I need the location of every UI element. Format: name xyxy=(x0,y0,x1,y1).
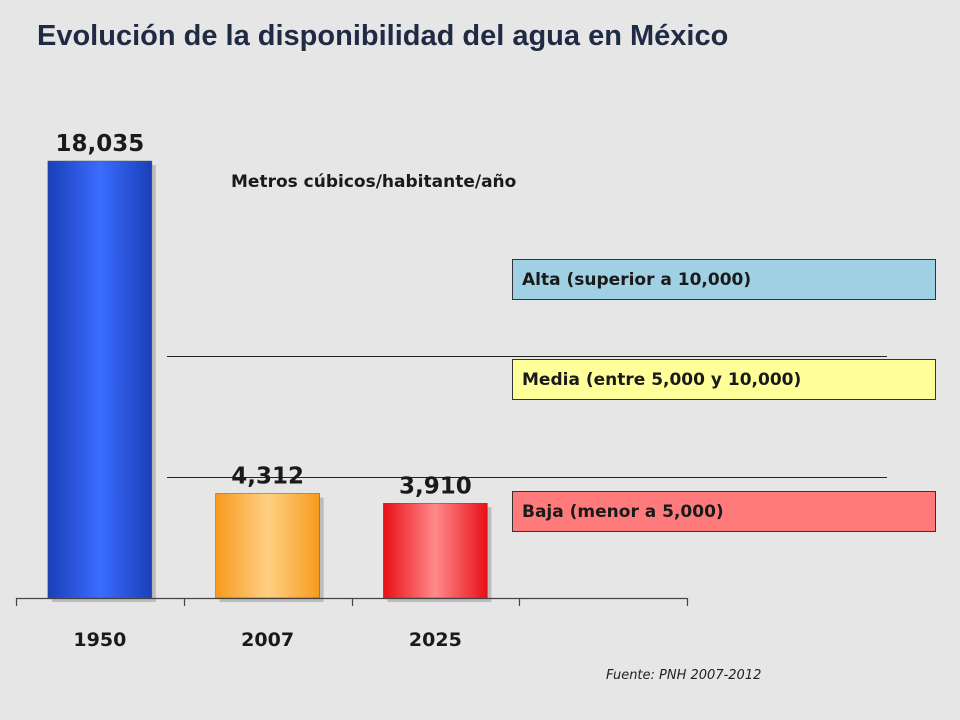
band-baja-label: Baja (menor a 5,000) xyxy=(522,501,724,522)
band-media: Media (entre 5,000 y 10,000) xyxy=(512,359,936,400)
chart-title: Evolución de la disponibilidad del agua … xyxy=(37,20,729,52)
bar-1950 xyxy=(47,160,153,599)
band-alta: Alta (superior a 10,000) xyxy=(512,259,936,300)
bar-2007 xyxy=(215,493,320,599)
band-baja: Baja (menor a 5,000) xyxy=(512,491,936,532)
unit-label: Metros cúbicos/habitante/año xyxy=(231,172,517,192)
band-media-label: Media (entre 5,000 y 10,000) xyxy=(522,369,802,390)
band-alta-label: Alta (superior a 10,000) xyxy=(522,269,752,290)
source-note: Fuente: PNH 2007-2012 xyxy=(606,668,762,683)
value-label-2025: 3,910 xyxy=(399,473,472,499)
x-tick-1950: 1950 xyxy=(73,629,126,651)
value-label-2007: 4,312 xyxy=(231,464,304,490)
bar-2025 xyxy=(383,503,488,599)
x-tick-2007: 2007 xyxy=(241,629,294,651)
value-label-1950: 18,035 xyxy=(55,131,144,157)
x-tick-2025: 2025 xyxy=(409,629,462,651)
